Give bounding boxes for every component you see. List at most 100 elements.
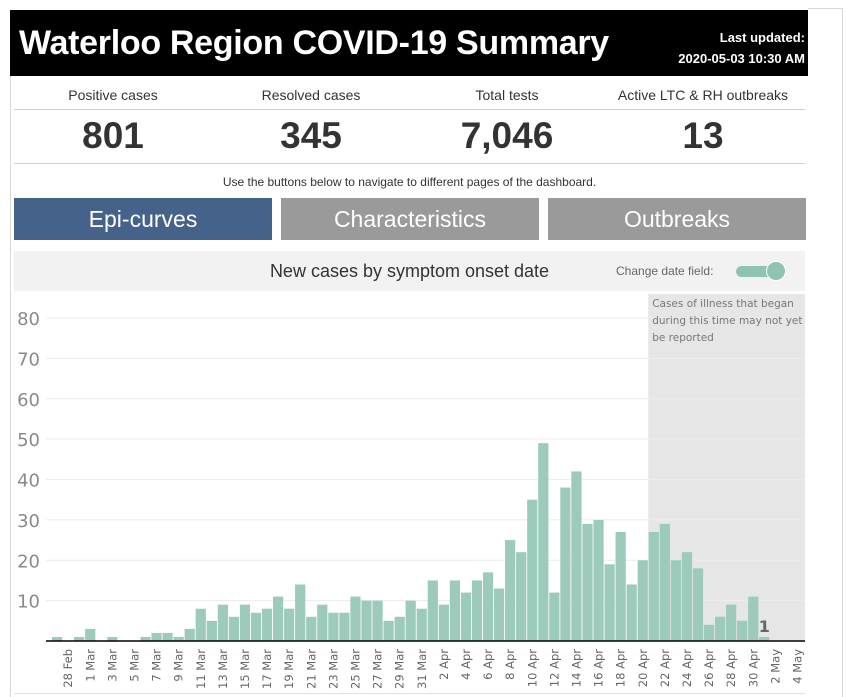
kpi-label: Positive cases [68, 87, 158, 103]
date-field-toggle[interactable] [736, 261, 786, 281]
kpi-label: Active LTC & RH outbreaks [617, 87, 789, 103]
bar-15-mar [239, 604, 251, 641]
bar-20-mar [295, 584, 306, 641]
x-tick-label: 9 Mar [172, 649, 186, 682]
x-tick-label: 3 Mar [105, 649, 119, 682]
bar-6-mar [140, 636, 151, 641]
x-tick-label: 24 Apr [680, 649, 694, 687]
x-tick-label: 10 Apr [525, 649, 539, 687]
bar-23-mar [328, 612, 339, 641]
bar-24-mar [339, 612, 350, 641]
y-tick-label: 40 [17, 471, 40, 492]
bar-28-apr [726, 604, 737, 641]
bar-17-mar [261, 608, 273, 641]
y-tick-label: 80 [17, 309, 40, 330]
bar-13-mar [217, 604, 228, 641]
bar-4-apr [460, 592, 472, 641]
date-field-toggle-label: Change date field: [616, 264, 714, 278]
bar-7-mar [151, 632, 162, 641]
kpi-value: 801 [82, 115, 144, 156]
bar-24-apr [681, 552, 693, 641]
bar-1-mar [85, 628, 96, 641]
bar-15-apr [582, 523, 593, 641]
bar-8-mar [162, 632, 173, 641]
bar-19-mar [284, 608, 295, 641]
y-tick-label: 10 [17, 592, 40, 613]
kpi-value: 7,046 [460, 115, 554, 156]
bar-2-apr [438, 604, 449, 641]
x-tick-label: 30 Apr [746, 649, 760, 687]
kpi-label: Total tests [475, 87, 539, 103]
bar-27-apr [715, 616, 726, 641]
bar-5-apr [471, 580, 483, 641]
chart-bottom-border [14, 693, 805, 694]
bar-12-mar [206, 620, 217, 641]
x-tick-label: 15 Mar [238, 649, 252, 689]
dashboard-title: Waterloo Region COVID-19 Summary [19, 24, 609, 62]
x-tick-label: 1 Mar [83, 649, 97, 682]
x-tick-label: 5 Mar [127, 649, 141, 682]
bar-21-mar [306, 616, 317, 641]
bar-7-apr [494, 588, 505, 641]
navigation-hint: Use the buttons below to navigate to dif… [222, 175, 597, 189]
bar-1-apr [427, 580, 438, 641]
bar-30-apr [748, 596, 759, 641]
x-tick-label: 19 Mar [282, 649, 296, 689]
bar-19-apr [626, 584, 637, 641]
toggle-knob[interactable] [766, 261, 786, 281]
last-updated-label: Last updated: [719, 30, 805, 45]
bar-11-mar [195, 608, 206, 641]
x-tick-label: 31 Mar [415, 649, 429, 689]
kpi-value: 13 [682, 115, 724, 156]
x-tick-label: 4 May [790, 649, 804, 684]
kpi-value: 345 [280, 115, 342, 156]
page-border-top [808, 8, 843, 9]
bar-29-feb [74, 636, 85, 641]
nav-button-characteristics[interactable]: Characteristics [281, 198, 539, 240]
nav-button-outbreaks[interactable]: Outbreaks [548, 198, 806, 240]
bar-26-apr [703, 624, 715, 641]
dashboard-header: Waterloo Region COVID-19 Summary Last up… [10, 10, 808, 76]
y-tick-label: 60 [17, 390, 40, 411]
bar-9-apr [516, 552, 527, 641]
x-tick-label: 7 Mar [150, 649, 164, 682]
x-tick-label: 17 Mar [260, 649, 274, 689]
x-tick-label: 6 Apr [481, 649, 495, 680]
annotation-line: Cases of illness that began [652, 298, 794, 310]
bar-3-apr [449, 580, 460, 641]
nav-button-epi-curves[interactable]: Epi-curves [14, 198, 272, 240]
chart-title: New cases by symptom onset date [269, 261, 550, 281]
kpi-divider-bottom [14, 163, 805, 164]
x-tick-label: 12 Apr [547, 649, 561, 687]
x-tick-label: 29 Mar [393, 649, 407, 689]
bar-13-apr [560, 487, 571, 641]
x-tick-label: 22 Apr [658, 649, 672, 687]
y-tick-label: 30 [17, 511, 40, 532]
x-tick-label: 28 Apr [724, 649, 738, 687]
bar-29-mar [394, 616, 405, 641]
x-tick-label: 2 May [768, 649, 782, 684]
bar-25-apr [692, 568, 704, 641]
bar-22-mar [317, 604, 328, 641]
x-tick-label: 27 Mar [371, 649, 385, 689]
bar-20-apr [637, 560, 648, 641]
x-tick-label: 28 Feb [61, 649, 75, 688]
x-tick-label: 23 Mar [326, 649, 340, 689]
page-border-right [842, 8, 843, 697]
bar-25-mar [350, 596, 361, 641]
bar-14-apr [571, 471, 582, 641]
bar-18-mar [273, 596, 284, 641]
bar-26-mar [361, 600, 372, 641]
epi-curve-chart: 10 20 30 40 50 60 70 80 28 Feb 1 Mar 3 Mar 5 Mar 7 … [17, 294, 805, 689]
x-tick-label: 4 Apr [459, 649, 473, 680]
data-label: 1 [759, 617, 770, 636]
bar-12-apr [549, 592, 560, 641]
bar-18-apr [615, 531, 626, 641]
x-tick-label: 18 Apr [614, 649, 628, 687]
x-tick-label: 11 Mar [194, 649, 208, 689]
bar-14-mar [228, 616, 239, 641]
bar-16-apr [593, 519, 604, 641]
kpi-label: Resolved cases [261, 87, 361, 103]
bar-31-mar [416, 608, 427, 641]
bar-10-mar [184, 628, 195, 641]
